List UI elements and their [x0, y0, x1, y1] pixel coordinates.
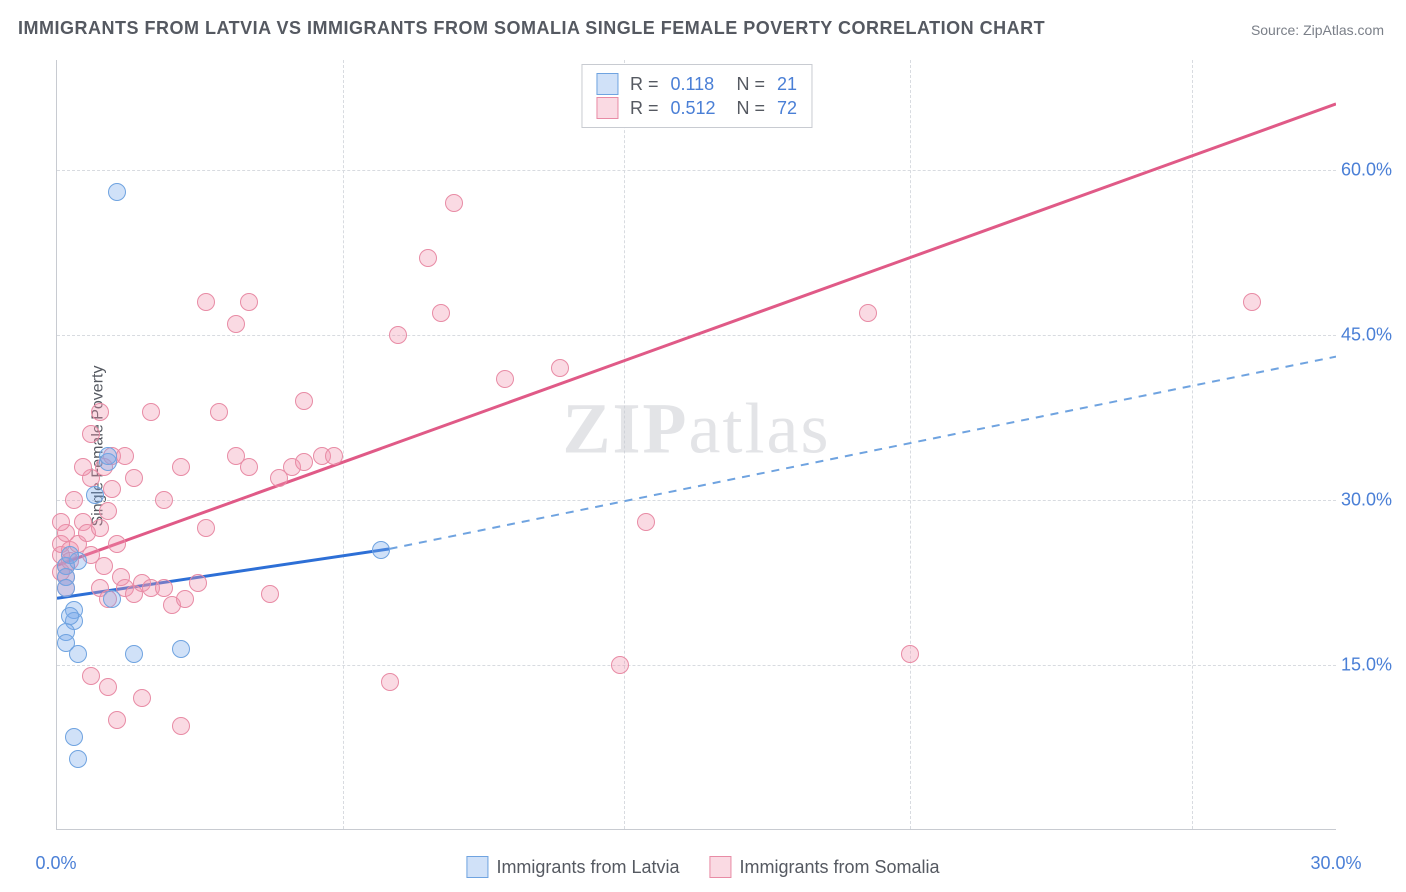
data-point [69, 645, 87, 663]
data-point [295, 392, 313, 410]
data-point [901, 645, 919, 663]
data-point [95, 557, 113, 575]
data-point [172, 640, 190, 658]
data-point [65, 728, 83, 746]
n-value-somalia: 72 [777, 98, 797, 119]
data-point [99, 447, 117, 465]
data-point [65, 491, 83, 509]
data-point [86, 486, 104, 504]
n-label: N = [736, 74, 765, 95]
data-point [197, 519, 215, 537]
data-point [57, 579, 75, 597]
swatch-latvia [466, 856, 488, 878]
data-point [155, 579, 173, 597]
data-point [381, 673, 399, 691]
r-value-somalia: 0.512 [670, 98, 724, 119]
data-point [227, 315, 245, 333]
data-point [82, 667, 100, 685]
chart-plot-area: ZIPatlas R = 0.118 N = 21 R = 0.512 N = … [56, 60, 1336, 830]
data-point [91, 519, 109, 537]
x-tick: 0.0% [35, 853, 76, 874]
legend-label-somalia: Immigrants from Somalia [740, 857, 940, 878]
data-point [108, 535, 126, 553]
data-point [172, 458, 190, 476]
data-point [142, 403, 160, 421]
data-point [1243, 293, 1261, 311]
data-point [261, 585, 279, 603]
data-point [240, 293, 258, 311]
data-point [372, 541, 390, 559]
chart-source: Source: ZipAtlas.com [1251, 22, 1384, 38]
data-point [432, 304, 450, 322]
data-point [325, 447, 343, 465]
data-point [295, 453, 313, 471]
data-point [189, 574, 207, 592]
data-point [61, 607, 79, 625]
data-point [419, 249, 437, 267]
data-point [125, 645, 143, 663]
legend-label-latvia: Immigrants from Latvia [496, 857, 679, 878]
y-tick: 30.0% [1341, 490, 1392, 511]
data-point [197, 293, 215, 311]
data-point [103, 590, 121, 608]
y-tick: 15.0% [1341, 655, 1392, 676]
data-point [445, 194, 463, 212]
n-value-latvia: 21 [777, 74, 797, 95]
watermark: ZIPatlas [563, 388, 831, 471]
data-point [108, 183, 126, 201]
data-point [103, 480, 121, 498]
series-legend: Immigrants from Latvia Immigrants from S… [466, 856, 939, 878]
data-point [108, 711, 126, 729]
legend-item-somalia: Immigrants from Somalia [710, 856, 940, 878]
swatch-somalia [710, 856, 732, 878]
chart-title: IMMIGRANTS FROM LATVIA VS IMMIGRANTS FRO… [18, 18, 1045, 39]
data-point [240, 458, 258, 476]
data-point [125, 469, 143, 487]
y-tick: 45.0% [1341, 325, 1392, 346]
regression-lines [57, 60, 1336, 829]
swatch-latvia [596, 73, 618, 95]
data-point [172, 717, 190, 735]
data-point [859, 304, 877, 322]
data-point [210, 403, 228, 421]
data-point [52, 513, 70, 531]
data-point [91, 403, 109, 421]
r-label: R = [630, 98, 659, 119]
correlation-legend: R = 0.118 N = 21 R = 0.512 N = 72 [581, 64, 812, 128]
data-point [69, 750, 87, 768]
data-point [133, 689, 151, 707]
legend-row-latvia: R = 0.118 N = 21 [596, 73, 797, 95]
y-tick: 60.0% [1341, 160, 1392, 181]
data-point [611, 656, 629, 674]
r-label: R = [630, 74, 659, 95]
data-point [61, 546, 79, 564]
data-point [74, 458, 92, 476]
data-point [389, 326, 407, 344]
legend-item-latvia: Immigrants from Latvia [466, 856, 679, 878]
data-point [176, 590, 194, 608]
data-point [99, 678, 117, 696]
r-value-latvia: 0.118 [670, 74, 724, 95]
swatch-somalia [596, 97, 618, 119]
legend-row-somalia: R = 0.512 N = 72 [596, 97, 797, 119]
data-point [82, 425, 100, 443]
x-tick: 30.0% [1310, 853, 1361, 874]
data-point [637, 513, 655, 531]
n-label: N = [736, 98, 765, 119]
data-point [551, 359, 569, 377]
data-point [116, 447, 134, 465]
data-point [99, 502, 117, 520]
data-point [496, 370, 514, 388]
data-point [155, 491, 173, 509]
